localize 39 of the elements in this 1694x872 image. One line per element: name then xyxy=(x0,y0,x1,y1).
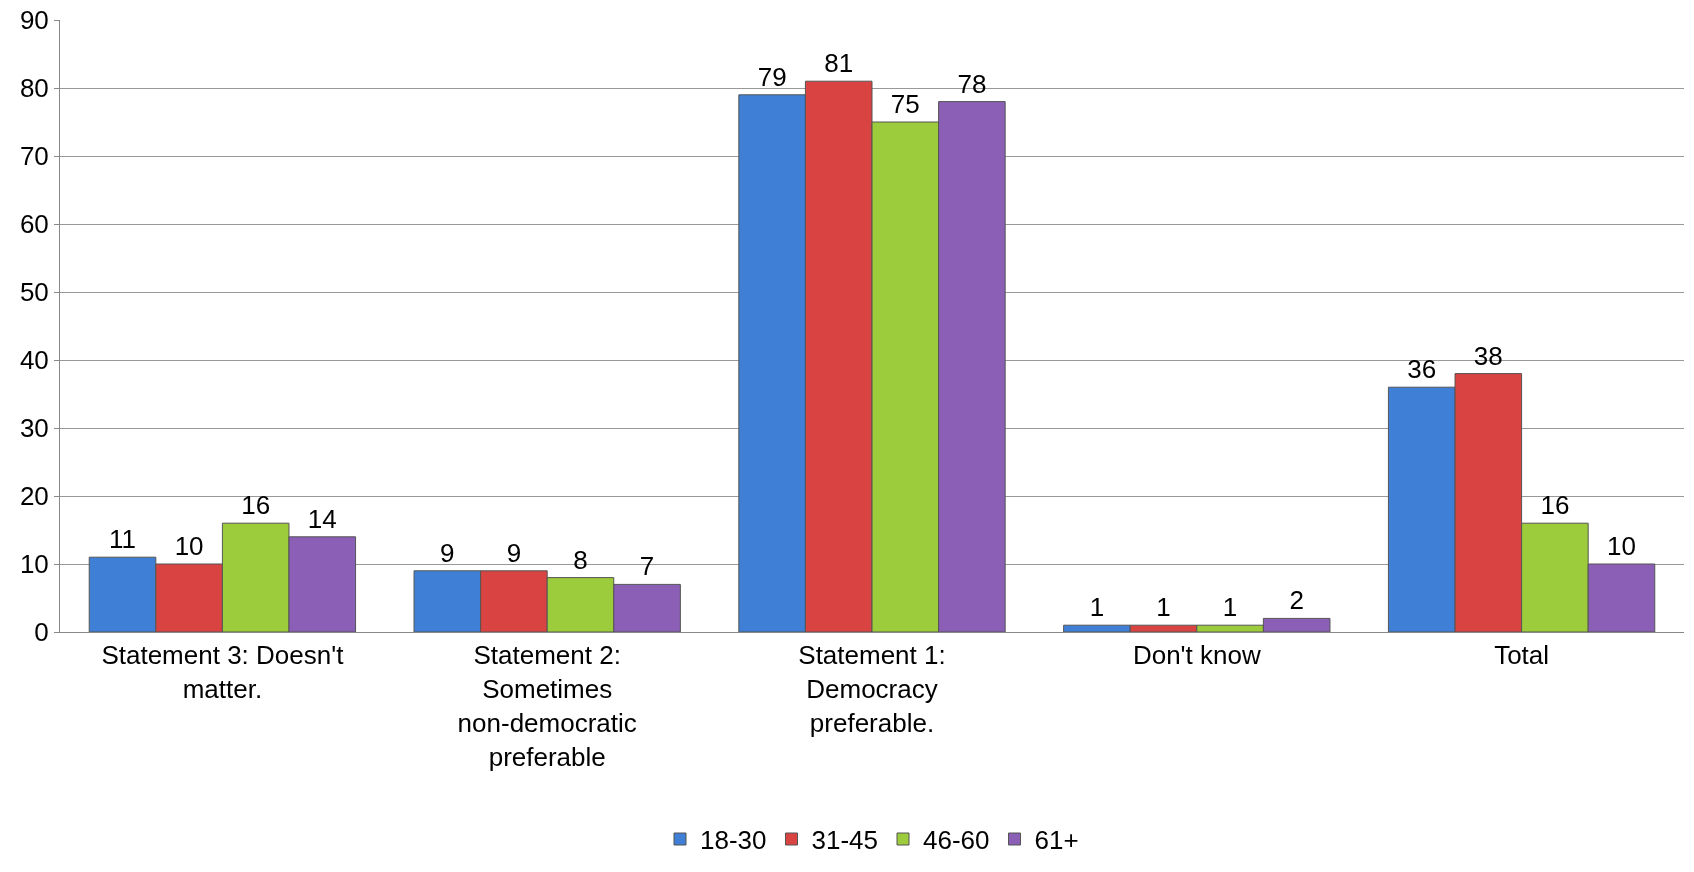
y-tick-label: 10 xyxy=(19,549,49,580)
data-label: 9 xyxy=(506,537,522,568)
data-label: 75 xyxy=(890,89,920,119)
data-label: 1 xyxy=(1156,592,1171,623)
data-label: 10 xyxy=(174,531,204,561)
data-label: 14 xyxy=(307,503,337,534)
y-tick-label: 0 xyxy=(34,617,49,648)
y-tick-label: 20 xyxy=(19,481,49,512)
y-tick-label: 50 xyxy=(19,277,49,308)
y-tick-label: 90 xyxy=(19,5,49,36)
y-tick-label: 30 xyxy=(19,413,49,444)
data-label: 79 xyxy=(757,61,787,92)
data-label: 36 xyxy=(1407,354,1437,385)
data-label: 16 xyxy=(241,490,271,521)
x-tick-label: Statement 1: Democracy preferable. xyxy=(798,640,946,738)
legend-label: 46-60 xyxy=(923,825,990,856)
legend-label: 18-30 xyxy=(700,825,767,856)
data-label: 16 xyxy=(1540,490,1570,521)
x-tick-label: Statement 2: Sometimes non-democratic preferable xyxy=(457,640,637,772)
y-tick-label: 70 xyxy=(19,141,49,172)
x-tick-label: Statement 3: Doesn't matter. xyxy=(101,640,345,704)
data-label: 1 xyxy=(1222,592,1238,623)
data-label: 2 xyxy=(1289,585,1304,616)
data-label: 7 xyxy=(639,551,655,582)
data-label: 38 xyxy=(1473,340,1503,371)
data-label: 81 xyxy=(824,48,854,79)
data-label: 10 xyxy=(1607,531,1636,561)
data-label: 11 xyxy=(109,524,137,555)
data-label: 1 xyxy=(1089,592,1105,623)
x-tick-label: Total xyxy=(1494,640,1550,671)
y-tick-label: 80 xyxy=(19,73,49,104)
y-tick-label: 60 xyxy=(19,209,49,240)
data-label: 9 xyxy=(440,537,455,568)
data-label: 8 xyxy=(573,544,588,575)
data-label: 78 xyxy=(957,68,987,99)
x-tick-label: Don't know xyxy=(1132,640,1261,671)
legend-label: 31-45 xyxy=(811,825,878,856)
legend-label: 61+ xyxy=(1034,825,1079,856)
y-tick-label: 40 xyxy=(19,345,49,376)
